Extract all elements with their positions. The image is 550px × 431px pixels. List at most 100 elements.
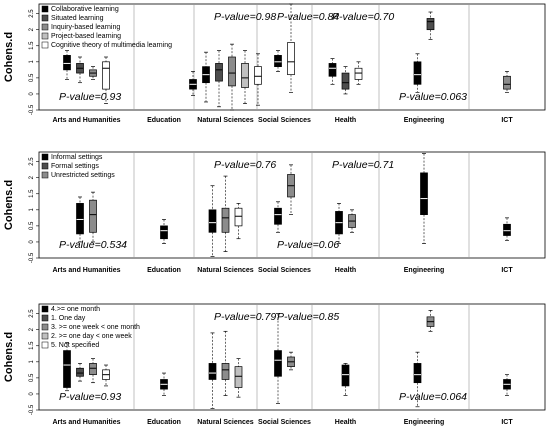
legend-swatch <box>41 171 49 179</box>
box <box>221 207 230 233</box>
box-plot <box>335 203 343 244</box>
box <box>341 72 350 90</box>
box <box>341 364 350 387</box>
legend-swatch <box>41 162 49 170</box>
box <box>102 61 110 90</box>
box-plot <box>89 191 97 243</box>
box <box>354 67 363 80</box>
x-category-label: Social Sciences <box>258 419 311 426</box>
x-category-label: Natural Sciences <box>197 117 254 124</box>
box-plot <box>221 330 230 396</box>
legend-label: 4.>= one month <box>51 306 100 313</box>
legend-swatch <box>41 32 49 40</box>
box-plot <box>208 185 217 257</box>
y-tick-label: 0.5 <box>29 73 35 82</box>
x-category-label: Health <box>335 419 356 426</box>
box-plot <box>413 351 422 408</box>
box <box>221 363 230 380</box>
box-plot <box>202 51 210 103</box>
p-value-label: P-value=0.71 <box>332 159 394 171</box>
box <box>76 367 84 377</box>
box <box>426 18 435 31</box>
box <box>328 63 337 77</box>
legend-label: Project-based learning <box>51 33 121 40</box>
legend-label: 5. Not specified <box>51 342 99 349</box>
p-value-label: P-value=0.93 <box>59 91 121 103</box>
y-axis-title: Cohens.d <box>3 332 15 382</box>
x-category-label: ICT <box>501 419 513 426</box>
box-plot <box>215 50 223 108</box>
legend-label: 3. >= one week < one month <box>51 324 140 331</box>
p-value-label: P-value=0.84 <box>277 11 339 23</box>
box <box>234 366 243 388</box>
box-plot <box>413 53 422 93</box>
x-category-label: Engineering <box>404 117 444 124</box>
box <box>241 63 249 88</box>
legend-label: Inquiry-based learning <box>51 24 120 31</box>
box-plot <box>160 219 168 244</box>
box-plot <box>426 310 435 332</box>
chart-panel-2: Cohens.d -0.5 0 0.5 1 1.5 2 2.5 Arts and Humanit… <box>3 151 546 274</box>
y-tick-label: 0 <box>29 240 35 244</box>
legend-label: Collaborative learning <box>51 6 119 13</box>
box-plot <box>241 50 249 104</box>
box <box>420 172 428 215</box>
box-plot <box>274 50 282 72</box>
box <box>228 56 236 87</box>
box-plot <box>63 342 71 392</box>
legend-swatch <box>41 314 49 322</box>
x-category-label: ICT <box>501 267 513 274</box>
box-plot <box>234 203 243 240</box>
x-category-label: ICT <box>501 117 513 124</box>
y-tick-label: 2.5 <box>29 9 35 18</box>
box <box>503 223 511 236</box>
box <box>208 363 217 380</box>
box-plot <box>221 175 230 252</box>
box-plot <box>102 364 110 387</box>
legend-swatch <box>41 305 49 313</box>
y-tick-label: 1.5 <box>29 189 35 198</box>
box-plot <box>89 66 97 80</box>
x-category-label: Health <box>335 267 356 274</box>
x-category-label: Education <box>147 419 181 426</box>
y-tick-label: -0.5 <box>29 104 35 115</box>
chart-panel-3: Cohens.d -0.5 0 0.5 1 1.5 2 2.5 Arts and Humanit… <box>3 303 546 426</box>
box-plot <box>234 358 243 398</box>
legend-label: 1. One day <box>51 315 86 322</box>
box <box>503 75 511 90</box>
box <box>89 199 97 233</box>
box-plot <box>102 56 110 104</box>
p-value-label: P-value=0.06 <box>277 239 339 251</box>
x-category-label: Education <box>147 267 181 274</box>
p-value-label: P-value=0.76 <box>214 159 276 171</box>
box-plot <box>503 217 511 241</box>
x-category-label: Arts and Humanities <box>52 267 120 274</box>
legend-swatch <box>41 323 49 331</box>
y-tick-label: 2.5 <box>29 157 35 166</box>
box-plot <box>189 71 197 96</box>
y-tick-label: 2 <box>29 327 35 331</box>
box <box>254 66 262 85</box>
legend: Collaborative learning Situated learning I… <box>41 5 172 49</box>
p-value-label: P-value=0.98 <box>214 11 276 23</box>
p-value-label: P-value=0.063 <box>399 91 467 103</box>
x-category-label: Natural Sciences <box>197 267 254 274</box>
x-category-label: Education <box>147 117 181 124</box>
box-plot <box>341 363 350 396</box>
y-tick-label: 1 <box>29 359 35 363</box>
box-plot <box>274 313 282 404</box>
legend-swatch <box>41 5 49 13</box>
y-tick-label: 2 <box>29 175 35 179</box>
legend: Informal settings Formal settings Unrestri… <box>41 153 115 179</box>
box <box>215 63 223 82</box>
legend-swatch <box>41 341 49 349</box>
box-plot <box>76 363 84 382</box>
box <box>160 225 168 240</box>
box <box>274 350 282 377</box>
box-plot <box>503 71 511 93</box>
y-tick-label: 1.5 <box>29 341 35 350</box>
legend-label: Formal settings <box>51 163 99 170</box>
box-plot <box>76 196 84 243</box>
box-plot <box>426 11 435 40</box>
